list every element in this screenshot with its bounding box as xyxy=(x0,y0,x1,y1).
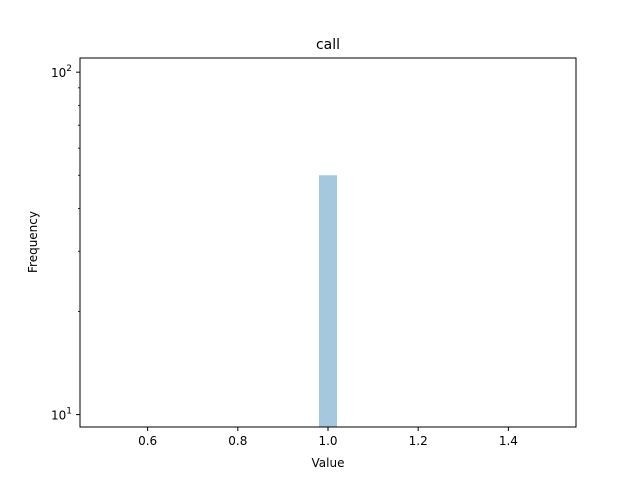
histogram-bar xyxy=(318,175,338,427)
y-tick-label-base: 10 xyxy=(51,409,66,423)
y-tick-label: 101 xyxy=(51,407,72,423)
x-tick-label: 1.4 xyxy=(499,434,518,448)
chart-title: call xyxy=(316,37,340,53)
y-axis-label: Frequency xyxy=(26,211,40,273)
x-tick-label: 0.8 xyxy=(228,434,247,448)
x-axis-label: Value xyxy=(312,456,345,470)
x-tick-label: 1.2 xyxy=(409,434,428,448)
x-axis-ticks: 0.6 0.8 1.0 1.2 1.4 xyxy=(138,427,518,448)
y-tick-label-exponent: 2 xyxy=(66,64,72,74)
x-tick-label: 0.6 xyxy=(138,434,157,448)
y-tick-label-exponent: 1 xyxy=(66,407,72,417)
y-tick-label: 102 xyxy=(51,64,72,80)
x-tick-label: 1.0 xyxy=(318,434,337,448)
y-tick-label-base: 10 xyxy=(51,66,66,80)
bars-layer xyxy=(318,175,338,427)
